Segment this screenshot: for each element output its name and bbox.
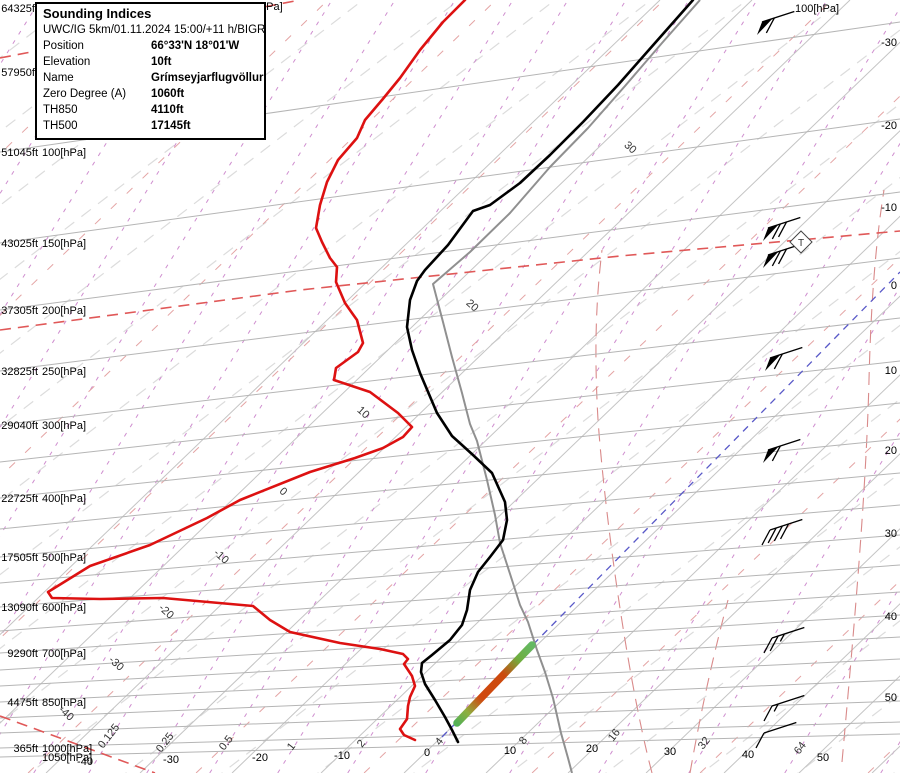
lower-red-dashed-line	[0, 715, 156, 773]
altitude-label: 64325ft	[1, 3, 38, 15]
altitude-label: 29040ft	[1, 420, 38, 432]
altitude-label: 37305ft	[1, 305, 38, 317]
panel-row-value: 1060ft	[151, 88, 185, 100]
panel-row-value: 10ft	[151, 56, 172, 68]
altitude-label: 17505ft	[1, 552, 38, 564]
surface-temp-label: -20	[252, 752, 268, 764]
pressure-label: 400[hPa]	[42, 493, 86, 505]
wind-barb	[761, 518, 803, 546]
panel-row-value: Grímseyjarflugvöllur	[151, 72, 264, 84]
altitude-label: 51045ft	[1, 147, 38, 159]
sounding-indices-panel: Sounding Indices UWC/IG 5km/01.11.2024 1…	[35, 2, 266, 140]
panel-row-value: 66°33'N 18°01'W	[151, 40, 240, 52]
adiabat-label: 30	[621, 139, 638, 156]
pressure-label: 1000[hPa]	[42, 743, 92, 755]
surface-temp-label: 20	[586, 743, 598, 755]
mixing-ratio-label: 32	[696, 735, 713, 752]
isotherm-label-right: -20	[881, 120, 897, 132]
isotherm-label-right: 20	[885, 445, 897, 457]
wind-barb	[763, 694, 805, 722]
adiabat-label: 10	[354, 404, 371, 421]
adiabat-label: -30	[106, 654, 126, 674]
wind-barb	[763, 626, 805, 654]
panel-row-2: Name Grímseyjarflugvöllur	[43, 70, 263, 86]
isotherm-label-right: 40	[885, 611, 897, 623]
dewpoint-curve	[46, 0, 467, 742]
surface-temp-label: -10	[334, 750, 350, 762]
surface-temp-label: 30	[664, 746, 676, 758]
panel-rows: Position 66°33'N 18°01'W Elevation 10ft Name…	[43, 38, 263, 134]
altitude-label: 365ft	[14, 743, 38, 755]
tropopause-marker: T	[789, 230, 813, 254]
wind-barb	[763, 243, 801, 268]
pressure-label-right: 100[hPa]	[795, 3, 839, 15]
surface-temp-label: -30	[163, 754, 179, 766]
panel-model-run: UWC/IG 5km/01.11.2024 15:00/+11 h/BIGR	[43, 24, 266, 36]
panel-row-label: TH500	[43, 120, 78, 132]
panel-row-label: Position	[43, 40, 84, 52]
mixing-ratio-label: 16	[606, 727, 623, 744]
altitude-label: 43025ft	[1, 238, 38, 250]
pressure-label: 1050[hPa]	[42, 752, 92, 764]
pressure-label: 200[hPa]	[42, 305, 86, 317]
pressure-label: 700[hPa]	[42, 648, 86, 660]
wind-barb	[763, 216, 801, 241]
pressure-label: 150[hPa]	[42, 238, 86, 250]
mixing-ratio-label: 0.125	[96, 722, 122, 751]
altitude-label: 57950ft	[1, 67, 38, 79]
altitude-label: 13090ft	[1, 602, 38, 614]
surface-temp-label: 40	[742, 749, 754, 761]
altitude-label: 32825ft	[1, 366, 38, 378]
surface-temp-label: 10	[504, 745, 516, 757]
isotherm-label-right: 0	[891, 280, 897, 292]
altitude-label: 22725ft	[1, 493, 38, 505]
panel-row-label: Elevation	[43, 56, 91, 68]
adiabat-label: 0	[277, 485, 290, 498]
wind-barb	[755, 721, 797, 749]
parcel-curve	[432, 0, 701, 773]
pressure-label: 250[hPa]	[42, 366, 86, 378]
mixing-ratio-label: 64	[792, 740, 809, 757]
svg-text:T: T	[798, 238, 804, 249]
pressure-label: 300[hPa]	[42, 420, 86, 432]
wind-barb	[763, 438, 801, 463]
surface-temp-label: 50	[817, 752, 829, 764]
panel-row-0: Position 66°33'N 18°01'W	[43, 38, 258, 54]
panel-row-label: Zero Degree (A)	[43, 88, 127, 100]
altitude-label: 4475ft	[7, 697, 38, 709]
isotherm-label-right: 50	[885, 692, 897, 704]
surface-temp-label: -40	[77, 756, 93, 768]
isotherm-label-right: 10	[885, 365, 897, 377]
surface-temp-label: 0	[424, 747, 430, 759]
panel-row-value: 4110ft	[151, 104, 184, 116]
pressure-label: 600[hPa]	[42, 602, 86, 614]
panel-title: Sounding Indices	[43, 6, 152, 21]
pressure-label: 850[hPa]	[42, 697, 86, 709]
panel-row-label: Name	[43, 72, 74, 84]
pressure-label: 500[hPa]	[42, 552, 86, 564]
isotherm-label-right: -30	[881, 37, 897, 49]
pressure-label: 100[hPa]	[42, 147, 86, 159]
panel-row-1: Elevation 10ft	[43, 54, 258, 70]
wind-barb	[765, 346, 803, 371]
panel-row-5: TH500 17145ft	[43, 118, 258, 134]
parcel-gradient-segment	[453, 641, 536, 727]
adiabat-label: 20	[463, 297, 480, 314]
panel-row-label: TH850	[43, 104, 78, 116]
panel-row-3: Zero Degree (A) 1060ft	[43, 86, 258, 102]
isotherm-label-right: 30	[885, 528, 897, 540]
tropopause-line	[0, 230, 900, 331]
isotherm-label-right: -10	[881, 202, 897, 214]
wind-barb	[757, 10, 795, 35]
altitude-label: 9290ft	[7, 648, 38, 660]
panel-row-value: 17145ft	[151, 120, 191, 132]
temperature-curve	[405, 0, 695, 744]
mixing-ratio-label: 0.5	[217, 733, 236, 752]
panel-row-4: TH850 4110ft	[43, 102, 258, 118]
